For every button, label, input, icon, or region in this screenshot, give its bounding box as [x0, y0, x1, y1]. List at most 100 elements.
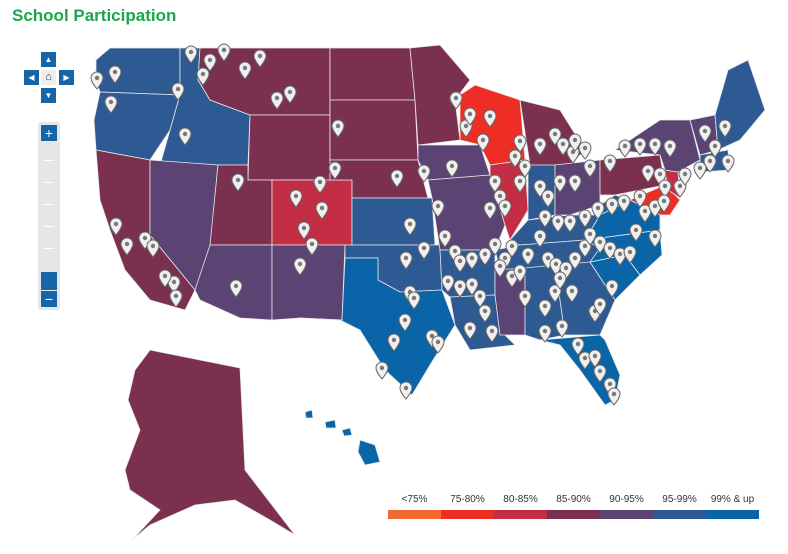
- school-pin-icon[interactable]: [553, 174, 567, 193]
- school-pin-icon[interactable]: [328, 161, 342, 180]
- school-pin-icon[interactable]: [293, 257, 307, 276]
- school-pin-icon[interactable]: [538, 299, 552, 318]
- school-pin-icon[interactable]: [407, 291, 421, 310]
- school-pin-icon[interactable]: [578, 239, 592, 258]
- school-pin-icon[interactable]: [146, 239, 160, 258]
- school-pin-icon[interactable]: [513, 134, 527, 153]
- school-pin-icon[interactable]: [473, 289, 487, 308]
- school-pin-icon[interactable]: [629, 223, 643, 242]
- school-pin-icon[interactable]: [488, 237, 502, 256]
- state-new-mexico[interactable]: [271, 244, 346, 321]
- school-pin-icon[interactable]: [583, 159, 597, 178]
- school-pin-icon[interactable]: [398, 313, 412, 332]
- school-pin-icon[interactable]: [438, 229, 452, 248]
- school-pin-icon[interactable]: [553, 271, 567, 290]
- school-pin-icon[interactable]: [513, 174, 527, 193]
- school-pin-icon[interactable]: [196, 67, 210, 86]
- school-pin-icon[interactable]: [483, 201, 497, 220]
- school-pin-icon[interactable]: [463, 321, 477, 340]
- school-pin-icon[interactable]: [331, 119, 345, 138]
- school-pin-icon[interactable]: [563, 214, 577, 233]
- school-pin-icon[interactable]: [641, 164, 655, 183]
- school-pin-icon[interactable]: [417, 241, 431, 260]
- school-pin-icon[interactable]: [465, 251, 479, 270]
- school-pin-icon[interactable]: [593, 235, 607, 254]
- school-pin-icon[interactable]: [538, 324, 552, 343]
- school-pin-icon[interactable]: [465, 277, 479, 296]
- zoom-slider[interactable]: + −: [38, 122, 60, 310]
- school-pin-icon[interactable]: [613, 247, 627, 266]
- school-pin-icon[interactable]: [399, 251, 413, 270]
- school-pin-icon[interactable]: [698, 124, 712, 143]
- school-pin-icon[interactable]: [518, 289, 532, 308]
- school-pin-icon[interactable]: [478, 247, 492, 266]
- school-pin-icon[interactable]: [431, 199, 445, 218]
- school-pin-icon[interactable]: [593, 297, 607, 316]
- school-pin-icon[interactable]: [591, 201, 605, 220]
- school-pin-icon[interactable]: [618, 139, 632, 158]
- school-pin-icon[interactable]: [493, 259, 507, 278]
- school-pin-icon[interactable]: [289, 189, 303, 208]
- school-pin-icon[interactable]: [588, 349, 602, 368]
- school-pin-icon[interactable]: [568, 251, 582, 270]
- school-pin-icon[interactable]: [638, 204, 652, 223]
- school-pin-icon[interactable]: [463, 107, 477, 126]
- school-pin-icon[interactable]: [104, 95, 118, 114]
- school-pin-icon[interactable]: [508, 149, 522, 168]
- state-north-dakota[interactable]: [329, 47, 416, 101]
- school-pin-icon[interactable]: [505, 239, 519, 258]
- state-hawaii[interactable]: [304, 409, 381, 466]
- school-pin-icon[interactable]: [605, 279, 619, 298]
- school-pin-icon[interactable]: [283, 85, 297, 104]
- school-pin-icon[interactable]: [678, 167, 692, 186]
- school-pin-icon[interactable]: [315, 201, 329, 220]
- home-button[interactable]: ⌂: [41, 70, 56, 85]
- school-pin-icon[interactable]: [568, 174, 582, 193]
- school-pin-icon[interactable]: [548, 284, 562, 303]
- school-pin-icon[interactable]: [571, 337, 585, 356]
- school-pin-icon[interactable]: [633, 137, 647, 156]
- school-pin-icon[interactable]: [648, 229, 662, 248]
- school-pin-icon[interactable]: [441, 274, 455, 293]
- school-pin-icon[interactable]: [518, 159, 532, 178]
- school-pin-icon[interactable]: [108, 65, 122, 84]
- pan-left-button[interactable]: ◀: [24, 70, 39, 85]
- school-pin-icon[interactable]: [578, 141, 592, 160]
- school-pin-icon[interactable]: [431, 335, 445, 354]
- school-pin-icon[interactable]: [217, 43, 231, 62]
- state-colorado[interactable]: [271, 179, 353, 246]
- state-alaska[interactable]: [124, 349, 296, 541]
- school-pin-icon[interactable]: [541, 189, 555, 208]
- school-pin-icon[interactable]: [417, 164, 431, 183]
- school-pin-icon[interactable]: [533, 229, 547, 248]
- school-pin-icon[interactable]: [605, 197, 619, 216]
- school-pin-icon[interactable]: [169, 289, 183, 308]
- school-pin-icon[interactable]: [658, 179, 672, 198]
- pan-right-button[interactable]: ▶: [59, 70, 74, 85]
- state-maine[interactable]: [714, 59, 766, 151]
- school-pin-icon[interactable]: [708, 139, 722, 158]
- school-pin-icon[interactable]: [513, 264, 527, 283]
- school-pin-icon[interactable]: [538, 209, 552, 228]
- school-pin-icon[interactable]: [387, 333, 401, 352]
- school-pin-icon[interactable]: [483, 109, 497, 128]
- school-pin-icon[interactable]: [476, 133, 490, 152]
- school-pin-icon[interactable]: [90, 71, 104, 90]
- state-wyoming[interactable]: [247, 114, 331, 181]
- school-pin-icon[interactable]: [478, 304, 492, 323]
- pan-up-button[interactable]: ▲: [41, 52, 56, 67]
- school-pin-icon[interactable]: [593, 364, 607, 383]
- school-pin-icon[interactable]: [721, 154, 735, 173]
- school-pin-icon[interactable]: [203, 53, 217, 72]
- zoom-out-button[interactable]: −: [41, 291, 57, 307]
- school-pin-icon[interactable]: [603, 154, 617, 173]
- school-pin-icon[interactable]: [120, 237, 134, 256]
- school-pin-icon[interactable]: [533, 137, 547, 156]
- school-pin-icon[interactable]: [399, 381, 413, 400]
- school-pin-icon[interactable]: [158, 269, 172, 288]
- school-pin-icon[interactable]: [633, 189, 647, 208]
- school-pin-icon[interactable]: [673, 179, 687, 198]
- school-pin-icon[interactable]: [313, 175, 327, 194]
- zoom-slider-thumb[interactable]: [41, 272, 57, 290]
- school-pin-icon[interactable]: [109, 217, 123, 236]
